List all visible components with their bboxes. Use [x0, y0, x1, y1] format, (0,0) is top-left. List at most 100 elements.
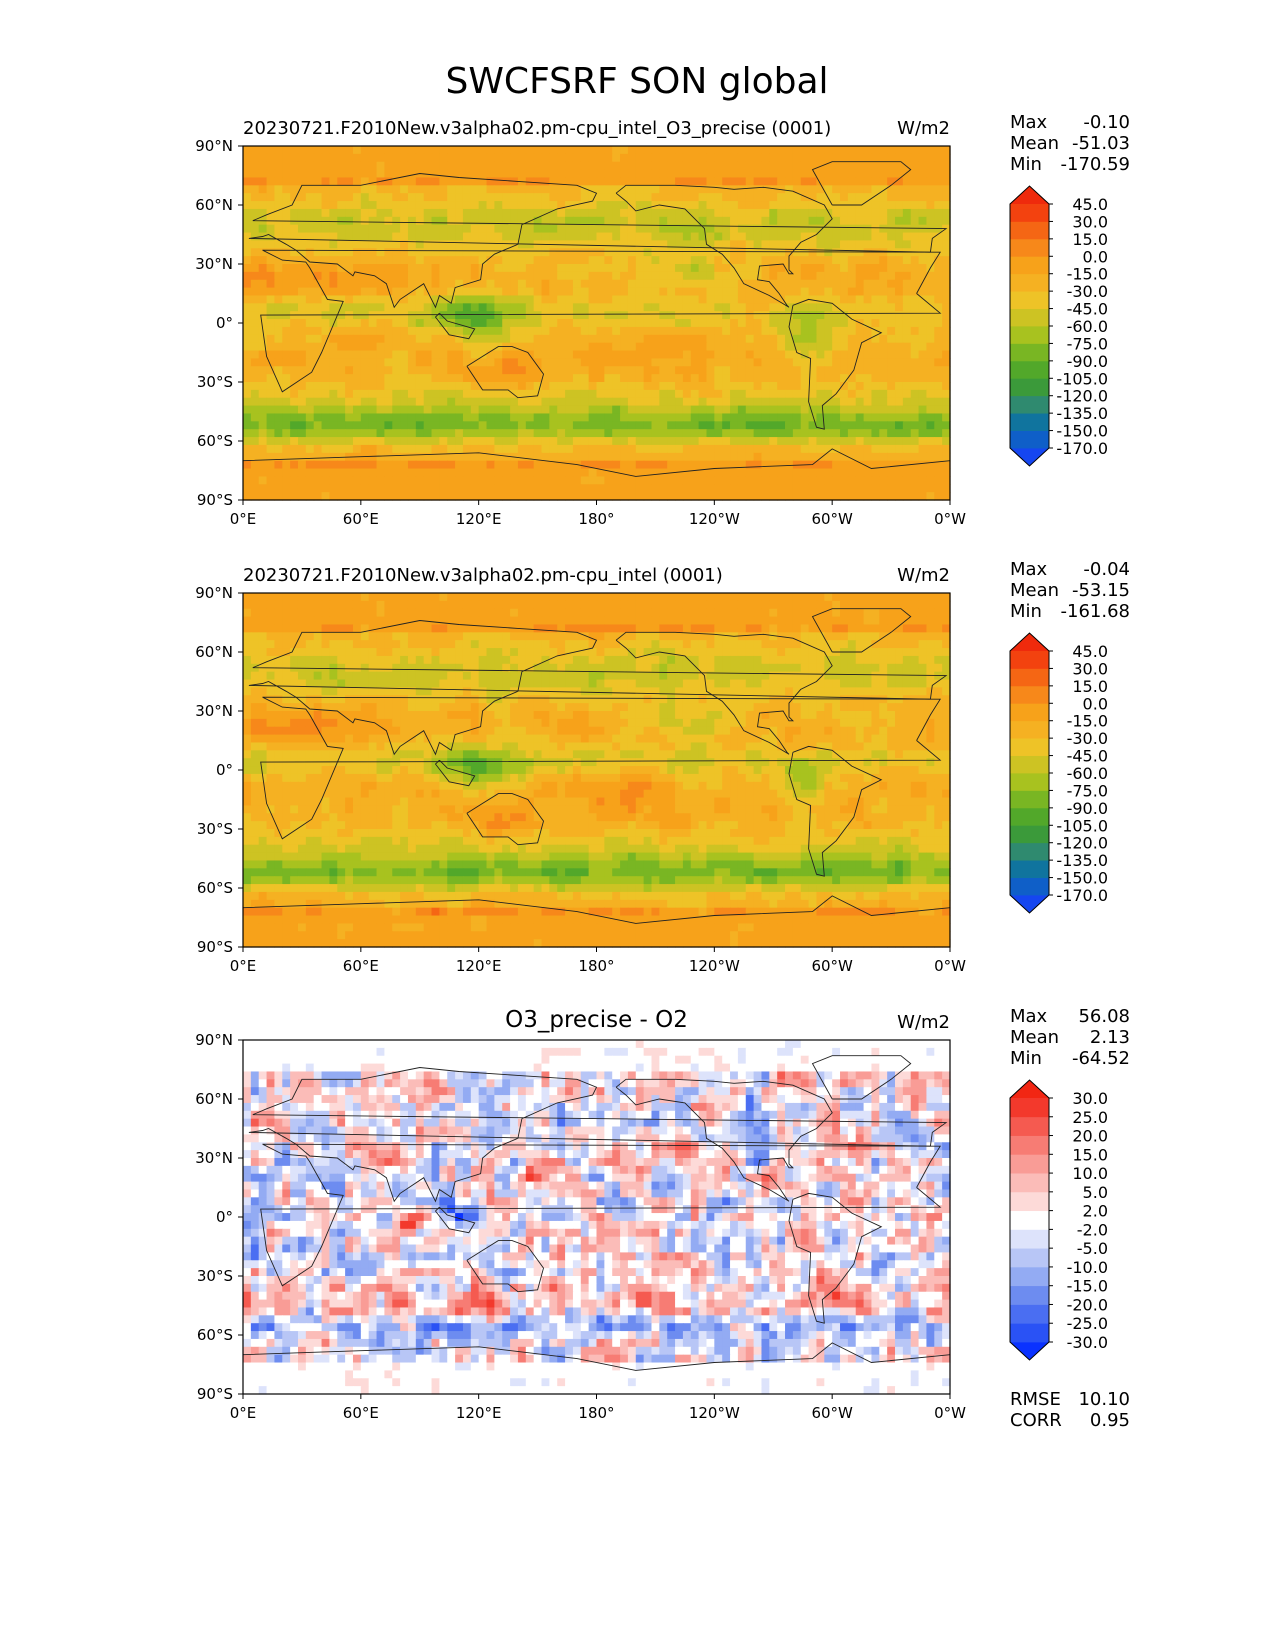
field-cell [714, 287, 723, 297]
field-cell [549, 153, 558, 163]
field-cell [455, 640, 464, 649]
field-cell [274, 640, 283, 649]
field-cell [541, 319, 550, 328]
field-cell [698, 429, 708, 438]
field-cell [376, 460, 385, 470]
field-cell [274, 444, 283, 454]
field-cell [486, 342, 495, 352]
field-cell [871, 319, 880, 328]
field-cell [706, 444, 715, 454]
field-cell [824, 287, 833, 297]
field-cell [620, 161, 629, 171]
field-cell [455, 342, 464, 352]
field-cell [431, 405, 440, 415]
field-cell [250, 303, 260, 312]
field-cell [737, 444, 747, 454]
field-cell [462, 413, 472, 422]
field-cell [620, 452, 629, 462]
field-cell [832, 452, 841, 462]
colorbar: -170.0-150.0-135.0-120.0-105.0-90.0-75.0… [1009, 185, 1108, 467]
field-cell [502, 492, 511, 501]
field-cell [895, 600, 904, 610]
field-cell [714, 264, 723, 273]
field-cell [722, 366, 731, 375]
field-cell [714, 492, 723, 501]
field-cell [863, 608, 873, 618]
field-cell [368, 484, 378, 493]
field-cell [635, 648, 645, 657]
field-cell [879, 429, 888, 438]
field-cell [800, 201, 810, 210]
field-cell [423, 256, 433, 265]
field-cell [730, 303, 739, 312]
field-cell [376, 468, 385, 477]
field-cell [290, 616, 299, 626]
field-cell [313, 224, 323, 234]
field-cell [243, 256, 252, 265]
field-cell [753, 374, 763, 383]
field-cell [651, 287, 660, 297]
field-cell [785, 468, 794, 477]
field-cell [651, 279, 660, 289]
field-cell [580, 374, 590, 383]
field-cell [392, 185, 401, 194]
field-cell [722, 319, 731, 328]
field-cell [620, 468, 629, 477]
field-cell [478, 256, 488, 265]
field-cell [706, 169, 715, 179]
field-cell [423, 366, 433, 375]
field-cell [565, 248, 574, 257]
field-cell [698, 177, 708, 186]
field-cell [533, 216, 543, 226]
field-cell [816, 287, 825, 297]
field-cell [942, 311, 951, 320]
field-cell [887, 193, 896, 202]
field-cell [447, 326, 456, 336]
field-cell [470, 397, 480, 407]
field-cell [415, 193, 425, 202]
field-cell [682, 169, 692, 179]
field-cell [840, 632, 849, 641]
field-cell [926, 624, 935, 633]
field-cell [847, 616, 857, 626]
field-cell [627, 216, 637, 226]
field-cell [855, 256, 865, 265]
field-cell [321, 177, 331, 186]
field-cell [824, 600, 833, 610]
field-cell [447, 169, 456, 179]
field-cell [400, 484, 409, 493]
field-cell [368, 663, 378, 673]
field-cell [470, 295, 480, 304]
field-cell [525, 193, 535, 202]
field-cell [243, 492, 252, 501]
field-cell [352, 421, 362, 430]
field-cell [635, 397, 645, 407]
field-cell [651, 444, 660, 454]
field-cell [730, 216, 739, 226]
field-cell [934, 389, 943, 399]
field-cell [745, 484, 755, 493]
field-cell [761, 413, 770, 422]
field-cell [486, 655, 495, 665]
field-cell [887, 287, 896, 297]
field-cell [620, 632, 629, 641]
field-cell [423, 492, 433, 501]
field-cell [282, 492, 291, 501]
field-cell [596, 326, 605, 336]
field-cell [816, 311, 825, 320]
field-cell [777, 248, 786, 257]
field-cell [345, 397, 354, 407]
field-cell [439, 624, 448, 633]
field-cell [305, 437, 315, 446]
field-cell [572, 468, 582, 477]
field-cell [682, 421, 692, 430]
field-cell [415, 492, 425, 501]
field-cell [439, 169, 448, 179]
field-cell [871, 444, 880, 454]
field-cell [486, 248, 495, 257]
field-cell [502, 193, 511, 202]
field-cell [769, 437, 778, 446]
field-cell [800, 240, 810, 249]
field-cell [934, 476, 943, 485]
field-cell [832, 460, 841, 470]
